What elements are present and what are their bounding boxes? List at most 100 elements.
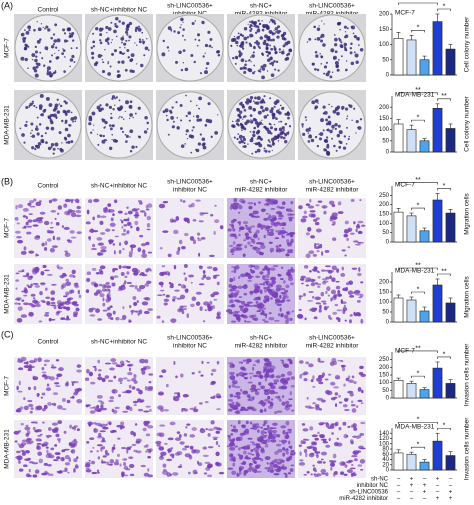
plate [227,91,295,159]
cell [76,387,83,392]
cell [272,373,275,378]
cell [340,299,343,304]
cell [70,289,75,294]
cell [271,422,278,426]
colony [273,123,276,126]
colony [23,141,26,144]
colony [264,107,269,112]
cell [169,285,174,289]
colony [246,36,250,39]
cell [252,210,259,215]
cell [315,243,320,246]
significance-bracket [437,188,451,191]
cell [128,253,133,258]
cell [312,295,315,299]
cell [229,245,234,247]
cell [275,375,282,379]
cell [243,303,250,307]
cell [167,437,174,441]
colony [101,58,104,61]
cell [233,197,238,203]
cell [198,283,205,286]
colony [243,142,246,145]
cell [252,364,256,366]
y-tick-label: 200 [379,202,390,208]
cell [207,446,214,449]
cell [317,276,321,279]
cell [263,295,270,300]
colony [281,126,285,130]
cell [128,463,135,469]
cell [330,215,334,220]
bar [445,212,456,243]
cell [179,463,182,468]
y-axis-label: Cell colony number [464,16,471,72]
cell [43,404,48,410]
cell [44,375,48,380]
colony [244,60,247,63]
cell [96,214,101,219]
cell [34,429,39,433]
cell [285,319,289,324]
cell [279,287,286,291]
colony [265,50,267,53]
cell [65,278,70,282]
colony [97,143,100,146]
cell [68,457,71,463]
cell [280,292,286,295]
cell [239,198,245,203]
design-sign: + [423,490,427,496]
cell [247,468,252,473]
cell [317,431,320,435]
cell [303,448,308,454]
cell [262,299,269,302]
colony [98,28,103,32]
cell [132,272,138,275]
cell [73,438,77,442]
colony [111,95,116,99]
cell [243,239,246,242]
colony [325,118,329,122]
cell [254,443,260,447]
colony [55,46,58,49]
cell [134,285,138,290]
cell [27,285,32,289]
colony [236,137,239,141]
cell [347,290,354,295]
cell [29,200,35,204]
colony [247,60,249,62]
cell [48,199,53,204]
colony [243,115,246,118]
cell [113,275,119,278]
cell [61,449,66,452]
cell [189,407,196,411]
colony [23,47,28,51]
colony [263,125,267,129]
colony [264,128,267,130]
cell [124,212,128,216]
cell [14,440,18,443]
cell [40,271,45,276]
cell [57,205,63,210]
colony [251,54,255,58]
y-tick-label: 0 [386,396,390,402]
cell [211,304,216,310]
cell [205,276,211,281]
bar [406,299,417,323]
cell [35,303,41,308]
cell [192,218,197,222]
colony [24,37,27,40]
chart-title: MDA-MB-231 [395,92,435,99]
bar [432,440,443,471]
cell [328,437,331,442]
y-tick-label: 250 [379,357,390,363]
cell [258,381,262,386]
colony [34,73,39,78]
cell [361,224,366,227]
cell [310,282,316,287]
cell [320,291,325,297]
cell [265,225,270,229]
colony [267,139,271,142]
cell [348,379,354,383]
cell [20,422,24,426]
